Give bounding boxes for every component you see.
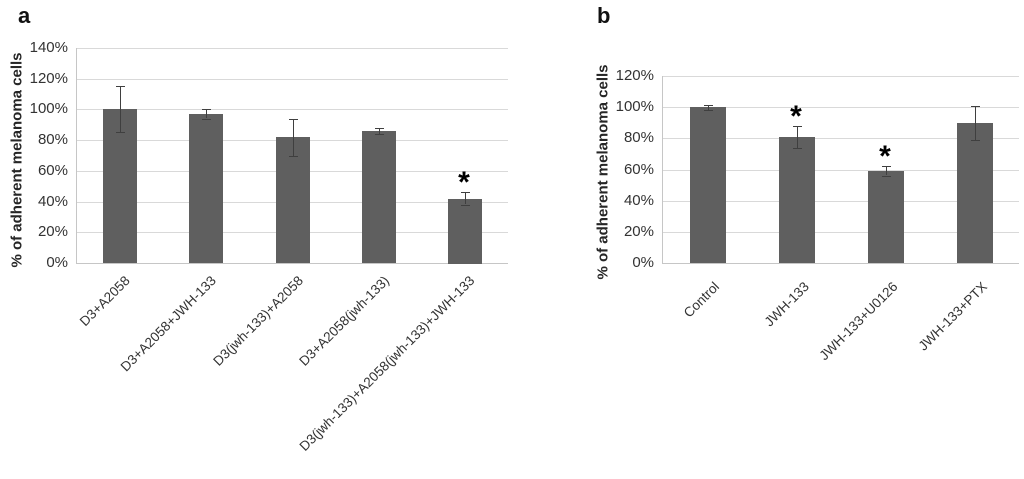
gridline [663, 138, 1019, 139]
y-tick-label: 0% [46, 254, 68, 271]
bar [448, 199, 482, 264]
panel-b-letter: b [597, 3, 611, 28]
panel-b-plot-area [662, 76, 1019, 264]
y-tick-label: 100% [615, 98, 654, 115]
error-bar [975, 106, 976, 140]
bar [103, 109, 137, 263]
y-tick-label: 140% [29, 39, 68, 56]
y-tick-label: 80% [37, 131, 68, 148]
gridline [77, 109, 508, 110]
x-tick-label: D3+A2058(jwh-133) [295, 273, 392, 369]
error-bar-cap [202, 109, 211, 110]
error-bar-cap [202, 119, 211, 120]
bar [189, 114, 223, 263]
significance-asterisk: * [879, 140, 891, 173]
error-bar-cap [793, 148, 802, 149]
error-bar-cap [375, 128, 384, 129]
error-bar [120, 86, 121, 132]
error-bar-cap [882, 166, 891, 167]
error-bar-cap [461, 205, 470, 206]
x-tick-label: Control [681, 279, 723, 321]
x-tick-label: JWH-133 [761, 279, 812, 330]
y-tick-label: 20% [37, 223, 68, 240]
bar [779, 137, 815, 263]
y-tick-label: 0% [632, 254, 654, 271]
error-bar [206, 109, 207, 118]
gridline [77, 79, 508, 80]
y-tick-label: 40% [37, 193, 68, 210]
y-tick-label: 20% [623, 223, 654, 240]
error-bar-cap [289, 156, 298, 157]
y-tick-label: 40% [623, 192, 654, 209]
bar [690, 107, 726, 263]
y-tick-label: 80% [623, 129, 654, 146]
error-bar [465, 192, 466, 204]
y-tick-label: 100% [29, 100, 68, 117]
error-bar-cap [461, 192, 470, 193]
error-bar-cap [971, 140, 980, 141]
x-tick-label: JWH-133+PTX [915, 279, 990, 354]
gridline [663, 76, 1019, 77]
panel-a-letter: a [18, 3, 31, 28]
gridline [77, 48, 508, 49]
y-tick-label: 60% [37, 162, 68, 179]
error-bar [293, 119, 294, 156]
significance-asterisk: * [790, 100, 802, 133]
gridline [663, 170, 1019, 171]
error-bar [797, 126, 798, 148]
x-tick-label: D3+A2058+JWH-133 [117, 273, 219, 375]
error-bar-cap [116, 86, 125, 87]
error-bar-cap [793, 126, 802, 127]
x-tick-label: JWH-133+U0126 [816, 279, 901, 364]
error-bar-cap [882, 176, 891, 177]
error-bar [886, 166, 887, 175]
error-bar-cap [704, 105, 713, 106]
y-tick-label: 120% [615, 67, 654, 84]
y-tick-label: 120% [29, 70, 68, 87]
bar [276, 137, 310, 263]
bar [362, 131, 396, 263]
panel-a-plot-area [76, 48, 508, 264]
error-bar-cap [375, 134, 384, 135]
error-bar-cap [116, 132, 125, 133]
y-tick-label: 60% [623, 161, 654, 178]
bar [957, 123, 993, 263]
error-bar-cap [971, 106, 980, 107]
gridline [663, 232, 1019, 233]
x-tick-label: D3(jwh-133)+A2058(jwh-133)+JWH-133 [296, 273, 478, 454]
error-bar-cap [289, 119, 298, 120]
significance-asterisk: * [458, 166, 470, 199]
bar [868, 171, 904, 263]
x-tick-label: D3+A2058 [76, 273, 133, 329]
error-bar [708, 105, 709, 110]
gridline [663, 107, 1019, 108]
gridline [663, 201, 1019, 202]
x-tick-label: D3(jwh-133)+A2058 [209, 273, 306, 369]
error-bar [379, 128, 380, 134]
error-bar-cap [704, 110, 713, 111]
